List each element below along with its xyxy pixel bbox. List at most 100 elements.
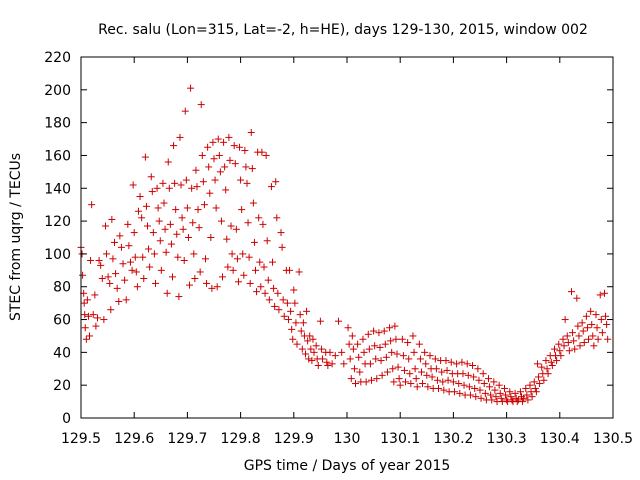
x-tick-label: 129.7 xyxy=(167,431,207,447)
data-point xyxy=(249,199,257,207)
data-point xyxy=(596,291,604,299)
data-point xyxy=(128,266,136,274)
data-point xyxy=(175,293,183,301)
data-point xyxy=(444,376,452,384)
data-point xyxy=(419,380,427,388)
data-point xyxy=(198,151,206,159)
data-point xyxy=(573,294,581,302)
data-point xyxy=(547,358,555,366)
data-point xyxy=(422,360,430,368)
data-point xyxy=(107,306,115,314)
data-point xyxy=(207,234,215,241)
data-point xyxy=(592,311,600,319)
data-point xyxy=(396,381,404,389)
data-point xyxy=(502,391,510,399)
data-point xyxy=(267,183,275,191)
data-point xyxy=(163,289,171,297)
data-point xyxy=(141,153,149,161)
data-point xyxy=(111,238,119,246)
data-point xyxy=(81,311,89,319)
data-point xyxy=(139,253,147,261)
data-point xyxy=(176,133,184,141)
data-point xyxy=(219,273,227,281)
data-point xyxy=(587,307,595,315)
data-point xyxy=(229,266,237,274)
data-point xyxy=(598,329,606,337)
data-point xyxy=(304,337,312,345)
data-point xyxy=(167,240,175,248)
data-point xyxy=(394,363,402,371)
data-point xyxy=(138,214,146,222)
data-point xyxy=(208,284,216,292)
data-point xyxy=(604,335,612,343)
data-point xyxy=(240,271,248,279)
data-point xyxy=(536,380,544,388)
y-tick-label: 120 xyxy=(44,214,71,230)
data-point xyxy=(582,312,590,320)
data-point xyxy=(103,250,111,258)
data-point xyxy=(416,355,424,363)
data-point xyxy=(386,324,394,332)
data-point xyxy=(553,357,561,365)
data-point xyxy=(287,307,295,315)
data-point xyxy=(373,375,381,383)
data-point xyxy=(130,229,138,237)
y-tick-label: 180 xyxy=(44,116,71,132)
data-point xyxy=(316,317,324,325)
data-point xyxy=(388,348,396,356)
data-points-layer xyxy=(77,84,612,406)
data-point xyxy=(191,275,199,283)
data-point xyxy=(260,263,268,271)
data-point xyxy=(164,158,172,166)
data-point xyxy=(81,324,89,332)
data-point xyxy=(296,311,304,319)
data-point xyxy=(328,360,336,368)
data-point xyxy=(487,391,495,399)
data-point xyxy=(262,151,270,159)
data-point xyxy=(377,357,385,365)
data-point xyxy=(350,365,358,373)
data-point xyxy=(471,384,479,392)
y-tick-label: 220 xyxy=(44,50,71,66)
data-point xyxy=(156,237,164,245)
data-point xyxy=(532,388,540,396)
data-point xyxy=(346,355,354,363)
data-point xyxy=(217,217,225,225)
data-point xyxy=(190,250,198,258)
data-point xyxy=(486,383,494,391)
data-point xyxy=(490,378,498,386)
data-point xyxy=(360,348,368,356)
data-point xyxy=(142,202,150,210)
data-point xyxy=(417,368,425,376)
data-point xyxy=(211,176,219,184)
data-point xyxy=(442,357,450,365)
data-point xyxy=(80,299,88,307)
data-point xyxy=(248,165,256,173)
data-point xyxy=(412,375,420,383)
data-point xyxy=(570,337,578,345)
data-point xyxy=(144,222,151,230)
data-point xyxy=(538,363,546,371)
data-point xyxy=(455,380,463,388)
data-point xyxy=(179,225,187,233)
data-point xyxy=(406,370,414,378)
data-point xyxy=(488,396,496,404)
data-point xyxy=(214,135,222,143)
x-tick-label: 129.6 xyxy=(114,431,154,447)
data-point xyxy=(435,384,443,392)
data-point xyxy=(469,361,477,369)
x-tick-label: 129.5 xyxy=(61,431,101,447)
data-point xyxy=(352,380,360,388)
data-point xyxy=(145,245,153,253)
data-point xyxy=(522,384,530,392)
data-point xyxy=(466,391,474,399)
data-point xyxy=(308,357,316,365)
data-point xyxy=(402,378,410,386)
data-point xyxy=(593,324,601,332)
data-point xyxy=(216,168,224,176)
data-point xyxy=(472,393,480,401)
data-point xyxy=(242,163,250,171)
data-point xyxy=(100,316,108,324)
x-tick-label: 129.8 xyxy=(221,431,261,447)
data-point xyxy=(133,283,141,291)
